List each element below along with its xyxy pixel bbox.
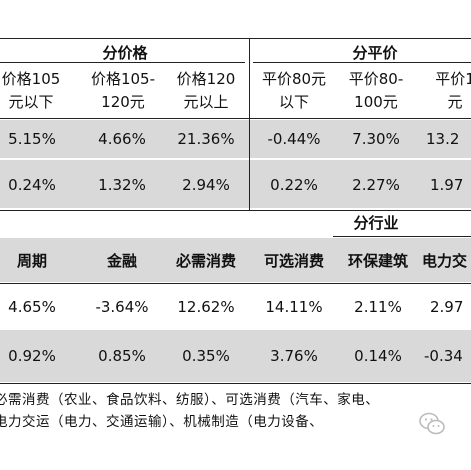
col-header-avg-100-plus: 平价1 元 [420, 68, 471, 114]
wechat-logo-icon [419, 412, 445, 435]
band-bottom-row2 [0, 330, 471, 382]
top-row2-cell: 0.24% [8, 176, 56, 194]
col-header-industry: 金融 [106, 252, 137, 270]
rule-top [0, 38, 471, 39]
bottom-row1-cell: 12.62% [177, 298, 235, 316]
bottom-row2-cell: 0.92% [8, 347, 56, 365]
col-header-price-105-below: 价格105 元以下 [0, 68, 74, 114]
top-row2-cell: 1.97 [430, 176, 464, 194]
col-header-price-105-120: 价格105- 120元 [80, 68, 166, 114]
group-header-price: 分价格 [102, 44, 148, 62]
top-row2-cell: 0.22% [270, 176, 318, 194]
top-row1-cell: 21.36% [177, 130, 235, 148]
top-row1-cell: 13.2 [426, 130, 460, 148]
col-header-text: 价格105- 120元 [90, 70, 156, 111]
bottom-row1-cell: -3.64% [95, 298, 149, 316]
band-top-row2 [0, 160, 471, 208]
bottom-row1-cell: 14.11% [265, 298, 323, 316]
rule-under-group-avg [253, 62, 471, 63]
col-header-text: 平价80元 以下 [261, 70, 327, 111]
top-row2-cell: 2.27% [352, 176, 400, 194]
bottom-row2-cell: 3.76% [270, 347, 318, 365]
rule-under-top-header [0, 118, 471, 119]
col-header-industry: 环保建筑 [347, 252, 408, 270]
band-bottom-header [0, 238, 471, 282]
rule-under-group-price [0, 62, 245, 63]
rule-top-table-bottom [0, 210, 471, 211]
col-header-text: 价格105 元以下 [1, 70, 61, 111]
top-row1-cell: 7.30% [352, 130, 400, 148]
col-header-avg-80-below: 平价80元 以下 [252, 68, 336, 114]
top-row1-cell: -0.44% [267, 130, 321, 148]
group-header-industry: 分行业 [353, 214, 399, 232]
top-row1-cell: 5.15% [8, 130, 56, 148]
col-header-industry: 必需消费 [175, 252, 236, 270]
bottom-row2-cell: 0.14% [354, 347, 402, 365]
footnote-line-2: 电力交运（电力、交通运输）、机械制造（电力设备、 [0, 414, 324, 430]
rule-bottom-table-bottom [0, 383, 471, 384]
col-header-industry: 电力交 [422, 252, 468, 270]
footnote-line-1: 必需消费（农业、食品饮料、纺服）、可选消费（汽车、家电、 [0, 392, 380, 408]
rule-under-bottom-header [0, 283, 471, 284]
bottom-row2-cell: 0.35% [182, 347, 230, 365]
col-header-text: 价格120 元以上 [176, 70, 236, 111]
col-header-price-120-above: 价格120 元以上 [163, 68, 249, 114]
group-header-avg: 分平价 [352, 44, 398, 62]
divider-price-avg [249, 38, 250, 210]
col-header-industry: 可选消费 [263, 252, 324, 270]
col-header-industry: 周期 [16, 252, 47, 270]
bottom-row2-cell: -0.34 [424, 347, 463, 365]
bottom-row1-cell: 4.65% [8, 298, 56, 316]
rule-under-industry [333, 236, 471, 237]
bottom-row1-cell: 2.11% [354, 298, 402, 316]
bottom-row2-cell: 0.85% [98, 347, 146, 365]
col-header-text: 平价1 元 [435, 70, 471, 111]
top-row1-cell: 4.66% [98, 130, 146, 148]
band-top-row1 [0, 120, 471, 158]
top-row2-cell: 1.32% [98, 176, 146, 194]
bottom-row1-cell: 2.97 [430, 298, 464, 316]
col-header-text: 平价80- 100元 [348, 70, 404, 111]
top-row2-cell: 2.94% [182, 176, 230, 194]
col-header-avg-80-100: 平价80- 100元 [336, 68, 416, 114]
